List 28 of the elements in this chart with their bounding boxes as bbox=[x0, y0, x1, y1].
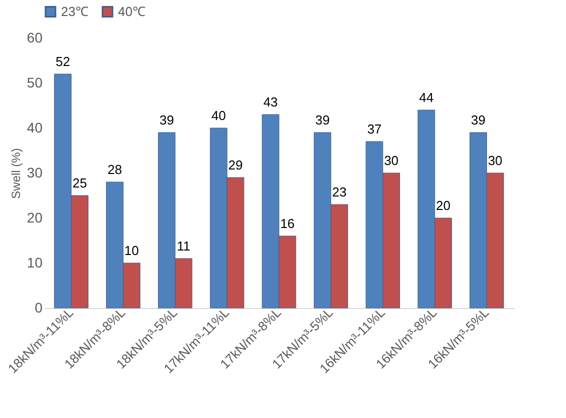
data-label: 29 bbox=[228, 158, 243, 172]
data-label: 39 bbox=[315, 112, 330, 128]
y-tick-label: 40 bbox=[26, 120, 43, 136]
data-label: 44 bbox=[419, 90, 434, 105]
y-tick-label: 10 bbox=[26, 254, 43, 270]
data-label: 25 bbox=[72, 176, 87, 190]
data-label: 30 bbox=[488, 153, 502, 168]
data-label: 40 bbox=[211, 108, 226, 123]
data-label: 52 bbox=[56, 54, 70, 69]
data-label: 20 bbox=[436, 198, 450, 213]
data-label: 23 bbox=[332, 184, 347, 200]
data-label: 43 bbox=[263, 94, 278, 110]
y-tick-label: 30 bbox=[26, 164, 43, 180]
legend-label: 23℃ bbox=[61, 4, 88, 19]
y-tick-label: 50 bbox=[26, 74, 43, 90]
data-label: 28 bbox=[108, 162, 122, 177]
data-label: 39 bbox=[159, 112, 174, 128]
data-label: 10 bbox=[124, 243, 139, 258]
data-label: 16 bbox=[280, 216, 295, 231]
data-label: 30 bbox=[384, 153, 399, 168]
data-label: 39 bbox=[471, 112, 486, 128]
y-tick-label: 0 bbox=[34, 300, 43, 316]
legend-label: 40℃ bbox=[118, 4, 146, 19]
y-tick-label: 60 bbox=[26, 30, 43, 46]
y-axis-title: Swell (%) bbox=[8, 148, 23, 199]
data-label: 11 bbox=[176, 238, 190, 254]
data-label: 37 bbox=[367, 122, 382, 136]
y-tick-label: 20 bbox=[26, 210, 43, 226]
